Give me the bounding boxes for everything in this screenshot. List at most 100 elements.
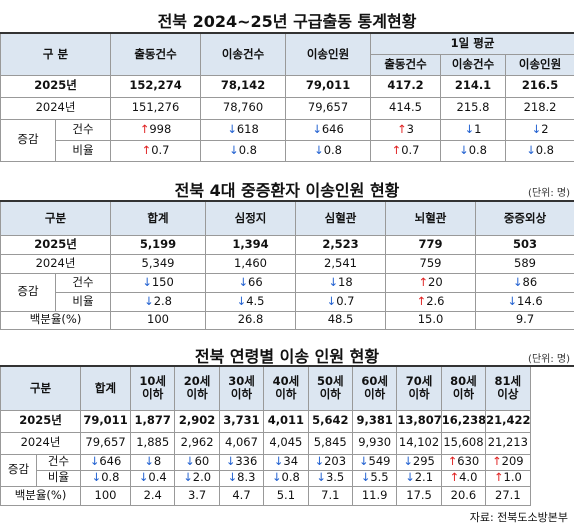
header-cell: 이송인원 [505,53,574,76]
row-label: 2024년 [0,253,112,274]
cell: ↓86 [475,272,574,293]
cell: 214.1 [440,74,507,98]
header-line: 60세 [361,374,388,389]
header-line: 뇌혈관 [414,210,447,225]
row: 2025년 152,274 78,142 79,011 417.2 214.1 216.5 [0,74,574,98]
row-label: 증감 [0,272,56,312]
cell: 151,276 [110,96,202,120]
cell: 3.7 [174,485,220,506]
cell: 21,213 [485,431,531,455]
row: 2024년 79,657 1,885 2,962 4,067 4,045 5,845 9,93… [0,431,574,455]
header-line: 이상 [497,387,519,402]
header-line: 20세 [183,374,211,389]
cell: ↓295 [396,453,442,471]
table: 구 분 출동건수 이송건수 이송인원 1일 평균 출동건수 이송건수 이송인원 2025년 152… [0,32,574,162]
cell: 1,885 [130,431,176,455]
col [530,366,574,505]
header-line: 심혈관 [324,210,357,225]
cell: 21,422 [485,409,531,433]
cell: ↓0.8 [505,139,574,162]
header-line: 합계 [147,210,169,225]
row: 구분 합계 10세 이하 20세 이하 30세 이하 40세 이하 50세 이하 60세 이하 70세 이하 8… [0,365,574,411]
header-line: 이하 [142,387,164,402]
cell: 11.9 [351,485,398,506]
cell: 5,845 [307,431,353,455]
cell: ↓646 [285,118,372,141]
cell: 78,142 [200,74,287,98]
cell: ↓0.8 [80,469,132,487]
cell: 15.0 [385,310,477,330]
cell: 2,962 [174,431,220,455]
cell: ↓0.7 [295,291,387,312]
row: 증감 건수 ↓150 ↓66 ↓18 ↑20 ↓86 [0,272,574,312]
cell: 2.4 [130,485,176,506]
cell: 26.8 [205,310,297,330]
title: 전북 연령별 이송 인원 현황 [194,347,380,366]
cell: 1,394 [205,234,297,255]
row: 구 분 출동건수 이송건수 이송인원 1일 평균 [0,32,574,76]
cell: 79,657 [80,431,132,455]
header-line: 81세 [494,374,522,389]
source: 자료: 전북도소방본부 [469,511,568,524]
header-cell: 이송인원 [285,32,372,76]
row: 비율 ↑0.7 ↓0.8 ↓0.8 ↑0.7 ↓0.8 ↓0.8 [1,139,574,162]
header-cell: 40세 이하 [263,365,309,411]
cell: 779 [385,234,477,255]
cell: ↑4.0 [440,469,487,487]
cell: 17.5 [396,485,442,506]
header-line: 심정지 [234,210,267,225]
header-cell: 50세 이하 [307,365,353,411]
row: 2024년 151,276 78,760 79,657 414.5 215.8 218.2 [0,96,574,120]
cell: ↓8 [130,453,176,471]
row-label: 2025년 [0,74,112,98]
cell: 2,902 [174,409,220,433]
cell: 1,877 [130,409,176,433]
cell: 1,460 [205,253,297,274]
row: 백분율(%) 100 2.4 3.7 4.7 5.1 7.1 11.9 17.5 20.6 27.1 [0,485,574,506]
cell: ↓0.8 [263,469,309,487]
cell: 589 [475,253,574,274]
cell: ↑2.6 [385,291,477,312]
cell: ↑0.7 [370,139,442,162]
cell: 48.5 [295,310,387,330]
cell: ↓549 [351,453,398,471]
cell: ↑1.0 [485,469,531,487]
cell: ↓2.0 [174,469,220,487]
cell: 9,930 [351,431,398,455]
row-label: 2024년 [0,96,112,120]
cell: 79,011 [80,409,132,433]
header-cell: 70세 이하 [396,365,442,411]
cell: 5,199 [110,234,207,255]
cell: 5,642 [307,409,353,433]
row: 2025년 79,011 1,877 2,902 3,731 4,011 5,642 9,38… [0,409,574,433]
cell: ↓0.8 [440,139,507,162]
header-line: 이하 [408,387,430,402]
cell: 216.5 [505,74,574,98]
cell: 27.1 [485,485,531,506]
header-line: 이하 [230,387,253,402]
header-line: 80세 [450,374,477,389]
header-line: 30세 [228,374,255,389]
cell: 9.7 [475,310,574,330]
header-cell: 출동건수 [110,32,202,76]
header-cell: 구 분 [0,32,112,76]
row: 증감 건수 ↓646 ↓8 ↓60 ↓336 ↓34 ↓203 ↓549 ↓295 ↑630 ↑209 [0,453,574,487]
cell: ↓0.8 [285,139,372,162]
cell: ↓618 [200,118,287,141]
cell: 152,274 [110,74,202,98]
cell: ↓3.5 [307,469,353,487]
cell: ↓4.5 [205,291,297,312]
cell: ↑20 [385,272,477,293]
cell: 759 [385,253,477,274]
row-label: 비율 [54,139,112,162]
row-label: 증감 [0,453,37,487]
cell: ↓2.1 [396,469,442,487]
header-cell: 81세 이상 [485,365,531,411]
cell: ↓2.8 [110,291,207,312]
cell: 5.1 [263,485,309,506]
header-line: 합계 [94,380,117,395]
header-cell: 이송건수 [440,53,507,76]
cell: ↑0.7 [110,139,202,162]
cell: ↓646 [80,453,132,471]
cell: 16,238 [440,409,487,433]
